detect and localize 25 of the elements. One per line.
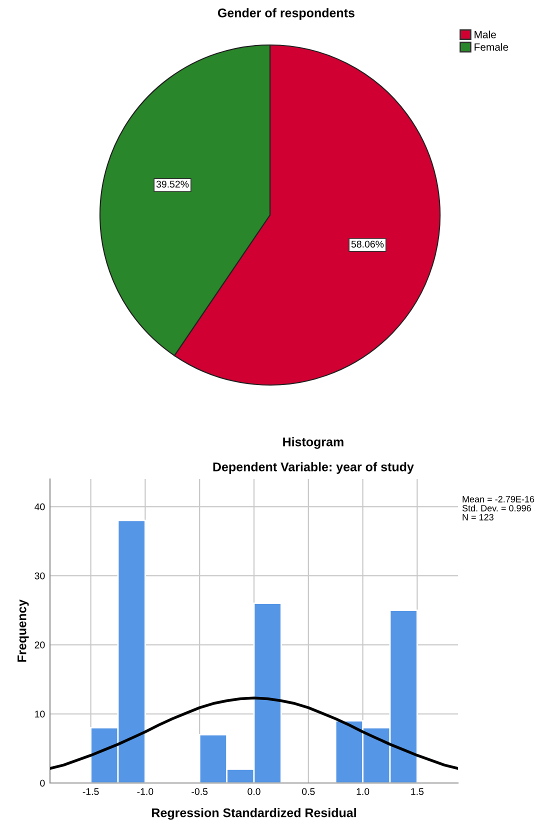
- x-tick-label: -0.5: [192, 788, 208, 795]
- legend-label: Female: [474, 43, 508, 51]
- text: N = 123: [462, 514, 494, 520]
- data-label: 58.06%: [351, 240, 384, 248]
- x-tick-label: 0.0: [248, 788, 260, 795]
- y-tick-label: 0: [40, 780, 45, 787]
- y-tick-label: 30: [34, 572, 45, 580]
- chart-title: Gender of respondents: [218, 8, 354, 20]
- text: Mean = -2.79E-16: [462, 496, 534, 502]
- chart-title: Histogram: [283, 437, 344, 449]
- x-tick-label: -1.5: [82, 788, 99, 795]
- y-axis-title: Frequency: [18, 599, 29, 662]
- text: Std. Dev. = 0.996: [462, 504, 531, 512]
- x-tick-label: 0.5: [302, 788, 315, 795]
- y-tick-label: 20: [34, 642, 45, 648]
- y-tick-label: 10: [35, 710, 45, 718]
- chart-subtitle: Dependent Variable: year of study: [213, 462, 414, 474]
- legend-label: Male: [474, 30, 496, 38]
- x-tick-label: 1.0: [356, 788, 370, 795]
- data-label: 39.52%: [156, 180, 189, 188]
- x-tick-label: 1.5: [411, 788, 424, 795]
- y-tick-label: 40: [34, 503, 45, 510]
- x-tick-label: -1.0: [137, 788, 154, 795]
- line-series: [50, 696, 458, 770]
- x-axis-title: Regression Standardized Residual: [152, 808, 356, 820]
